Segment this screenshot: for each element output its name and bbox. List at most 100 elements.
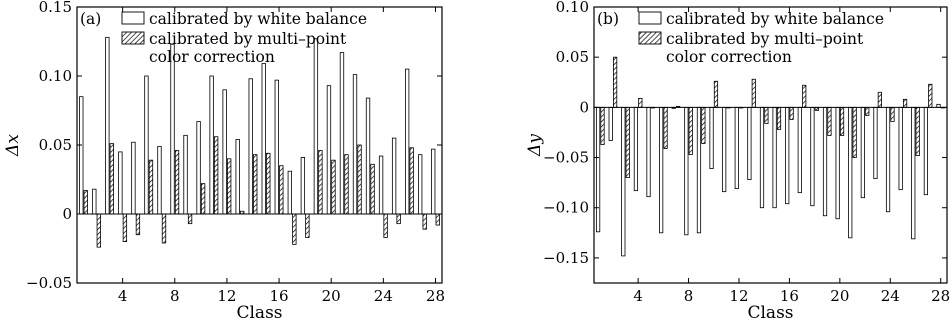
bar-white-balance: [772, 106, 777, 209]
bar-multipoint: [135, 213, 141, 236]
bar-multipoint: [161, 213, 167, 244]
plot-frame: [593, 6, 948, 284]
y-tick-label: 0: [579, 98, 589, 116]
bar-white-balance: [105, 36, 110, 215]
bar-white-balance: [144, 75, 149, 215]
bar-white-balance: [810, 106, 815, 207]
bar-multipoint: [600, 106, 605, 145]
y-tick-label: 0.05: [556, 48, 589, 66]
bar-white-balance: [759, 106, 765, 209]
bar-white-balance: [431, 148, 436, 215]
bar-multipoint: [148, 159, 154, 215]
y-tick-label: 0.05: [39, 136, 72, 154]
bar-white-balance: [646, 106, 651, 198]
bar-white-balance: [352, 74, 358, 215]
bar-white-balance: [911, 106, 916, 240]
bar-multipoint: [357, 144, 362, 215]
bar-multipoint: [613, 56, 618, 108]
legend-label-line: calibrated by multi–point: [149, 30, 347, 48]
bar-white-balance: [734, 106, 739, 190]
bar-multipoint: [331, 159, 336, 215]
bar-white-balance: [287, 170, 292, 215]
legend-label-line: color correction: [666, 48, 792, 66]
bar-white-balance: [659, 106, 664, 234]
bar-white-balance: [183, 134, 188, 215]
bar-multipoint: [96, 213, 101, 248]
bar-white-balance: [822, 106, 828, 217]
panel-a-chart: −0.05 0 0.05 0.10 0.15 4 8 12 16 20 24 28 Class Δx (a)…: [3, 0, 445, 323]
bar-white-balance: [157, 145, 162, 215]
bar-white-balance: [898, 106, 903, 191]
bar-multipoint: [852, 106, 857, 158]
bar-white-balance: [404, 68, 410, 215]
bar-white-balance: [326, 85, 332, 215]
bar-multipoint: [305, 213, 310, 238]
bar-white-balance: [196, 121, 201, 215]
x-tick-label: 12: [729, 287, 748, 305]
bar-multipoint: [266, 152, 271, 215]
bar-white-balance: [365, 97, 371, 215]
bar-multipoint: [638, 97, 643, 108]
bar-white-balance: [209, 75, 214, 215]
bar-multipoint: [928, 83, 933, 108]
bar-white-balance: [339, 52, 345, 215]
x-tick-label: 8: [684, 287, 694, 305]
bar-white-balance: [923, 106, 928, 196]
y-tick-label: 0: [62, 205, 72, 223]
bar-multipoint: [776, 106, 782, 130]
bar-multipoint: [109, 143, 115, 215]
x-tick-label: 28: [931, 287, 950, 305]
y-tick-label: 0.10: [556, 0, 589, 16]
y-tick-label: −0.15: [543, 249, 589, 267]
bar-white-balance: [274, 79, 279, 215]
bar-white-balance: [633, 106, 639, 192]
legend-swatch-multipoint: [638, 31, 662, 45]
bar-multipoint: [890, 106, 895, 122]
bar-white-balance: [747, 106, 752, 181]
bar-white-balance: [261, 63, 266, 215]
x-axis-title: Class: [747, 303, 793, 323]
bar-white-balance: [248, 78, 253, 215]
y-tick-label: 0.15: [39, 0, 72, 16]
bar-multipoint: [174, 150, 180, 215]
bar-white-balance: [222, 89, 227, 215]
bar-multipoint: [409, 147, 414, 215]
bar-white-balance: [313, 38, 319, 215]
x-tick-label: 20: [830, 287, 849, 305]
x-tick-label: 24: [374, 287, 393, 305]
bar-white-balance: [785, 106, 790, 205]
bar-multipoint: [435, 213, 440, 226]
x-tick-label: 24: [881, 287, 900, 305]
bar-multipoint: [422, 213, 427, 230]
bar-multipoint: [200, 183, 206, 215]
bar-white-balance: [873, 106, 878, 180]
y-tick-label: 0.10: [39, 67, 72, 85]
bar-multipoint: [122, 213, 128, 243]
bar-white-balance: [596, 106, 601, 233]
bar-white-balance: [235, 139, 240, 215]
bar-multipoint: [839, 106, 845, 136]
bar-white-balance: [378, 155, 384, 215]
legend-label-white-balance: calibrated by white balance: [666, 10, 884, 28]
legend-label-line: color correction: [149, 48, 275, 66]
x-tick-label: 8: [170, 287, 180, 305]
bar-multipoint: [253, 154, 258, 215]
y-tick-label: −0.05: [543, 149, 589, 167]
bar-multipoint: [789, 106, 794, 120]
bar-multipoint: [877, 91, 882, 108]
bar-white-balance: [300, 157, 306, 215]
bar-multipoint: [688, 106, 693, 155]
bar-multipoint: [187, 213, 193, 225]
bar-white-balance: [608, 106, 613, 141]
bar-white-balance: [79, 96, 84, 215]
bar-white-balance: [391, 137, 397, 215]
panel-label: (b): [597, 10, 619, 28]
bar-multipoint: [764, 106, 769, 124]
legend-label-multipoint: calibrated by multi–point color correctio…: [666, 30, 864, 66]
bar-multipoint: [370, 163, 375, 215]
x-tick-label: 16: [780, 287, 799, 305]
bar-multipoint: [802, 84, 807, 108]
bar-multipoint: [292, 213, 297, 245]
bar-white-balance: [860, 106, 865, 199]
